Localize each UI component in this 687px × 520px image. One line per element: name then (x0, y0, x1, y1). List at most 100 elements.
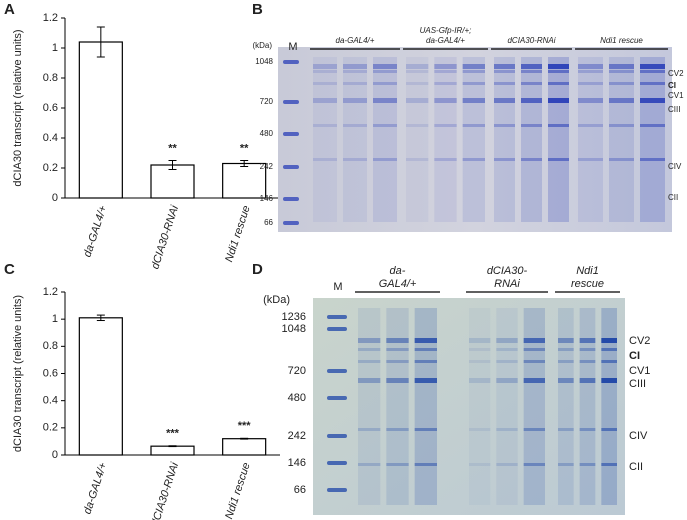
protein-band (313, 158, 337, 161)
protein-band (558, 378, 574, 383)
lane-smear (313, 57, 337, 222)
bar (150, 445, 195, 456)
lane-smear (578, 57, 603, 222)
protein-band (386, 360, 409, 363)
protein-band (434, 98, 457, 103)
protein-band (358, 428, 381, 431)
protein-band (469, 338, 491, 343)
lane-smear (434, 57, 457, 222)
protein-band (414, 463, 437, 466)
group-label: da- (390, 265, 406, 277)
protein-band (434, 64, 457, 69)
complex-label: CII (629, 461, 643, 473)
protein-band (414, 338, 437, 343)
marker-label: 146 (260, 194, 274, 203)
protein-band (558, 348, 574, 351)
protein-band (548, 98, 569, 103)
error-bar (168, 160, 177, 170)
protein-band (521, 124, 542, 127)
protein-band (373, 70, 397, 73)
marker-label: 146 (288, 457, 306, 469)
y-tick-label: 0.8 (43, 72, 58, 84)
protein-band (469, 348, 491, 351)
protein-band (640, 98, 665, 103)
marker-band (283, 197, 299, 201)
protein-band (579, 463, 596, 466)
y-tick-label: 0.6 (43, 102, 58, 114)
protein-band (358, 378, 381, 383)
group-label: da-GAL4/+ (336, 36, 375, 45)
lane-smear (462, 57, 485, 222)
protein-band (578, 124, 603, 127)
protein-band (462, 70, 485, 73)
y-axis-title: dCIA30 transcript (relative units) (12, 29, 24, 186)
marker-band (327, 327, 347, 331)
complex-label: CV1 (668, 91, 684, 100)
lane-smear (601, 308, 617, 505)
complex-label: CIV (629, 430, 648, 442)
group-label: Ndi1 rescue (600, 36, 643, 45)
protein-band (414, 378, 437, 383)
protein-band (343, 124, 367, 127)
protein-band (601, 428, 617, 431)
protein-band (469, 360, 491, 363)
protein-band (609, 98, 634, 103)
protein-band (496, 360, 518, 363)
protein-band (406, 70, 429, 73)
protein-band (579, 428, 596, 431)
lane-smear (523, 308, 545, 505)
protein-band (406, 158, 429, 161)
protein-band (358, 338, 381, 343)
lane-smear (406, 57, 429, 222)
protein-band (386, 463, 409, 466)
marker-band (283, 132, 299, 136)
marker-label: 480 (260, 129, 274, 138)
protein-band (609, 70, 634, 73)
marker-band (327, 396, 347, 400)
protein-band (406, 64, 429, 69)
protein-band (579, 360, 596, 363)
protein-band (434, 82, 457, 85)
protein-band (548, 124, 569, 127)
protein-band (601, 348, 617, 351)
marker-label: 66 (264, 218, 273, 227)
lane-smear (609, 57, 634, 222)
protein-band (313, 124, 337, 127)
lane-smear (494, 57, 515, 222)
protein-band (609, 124, 634, 127)
protein-band (578, 82, 603, 85)
bar (150, 164, 195, 199)
marker-label: 1236 (282, 311, 306, 323)
protein-band (373, 124, 397, 127)
marker-lane-label: M (288, 41, 297, 53)
error-bar (96, 26, 105, 58)
y-tick-label: 1.2 (43, 12, 58, 24)
protein-band (601, 463, 617, 466)
complex-label: CII (668, 193, 678, 202)
x-tick-label: dCIA30-RNAi (149, 204, 181, 271)
protein-band (494, 64, 515, 69)
group-label: rescue (571, 278, 604, 290)
protein-band (601, 360, 617, 363)
lane-smear (358, 308, 381, 505)
y-tick-label: 0.2 (43, 162, 58, 174)
protein-band (640, 82, 665, 85)
protein-band (523, 463, 545, 466)
protein-band (494, 158, 515, 161)
protein-band (609, 158, 634, 161)
x-tick-label: dCIA30-RNAi (149, 461, 181, 520)
protein-band (462, 82, 485, 85)
protein-band (358, 348, 381, 351)
protein-band (434, 158, 457, 161)
protein-band (578, 158, 603, 161)
marker-band (327, 488, 347, 492)
protein-band (548, 64, 569, 69)
marker-band (283, 165, 299, 169)
marker-label: 242 (288, 430, 306, 442)
marker-band (283, 221, 299, 225)
protein-band (406, 124, 429, 127)
protein-band (469, 378, 491, 383)
x-tick-label: Ndi1 rescue (223, 204, 253, 264)
y-tick-label: 0.4 (43, 132, 58, 144)
y-tick-label: 1 (52, 313, 58, 325)
